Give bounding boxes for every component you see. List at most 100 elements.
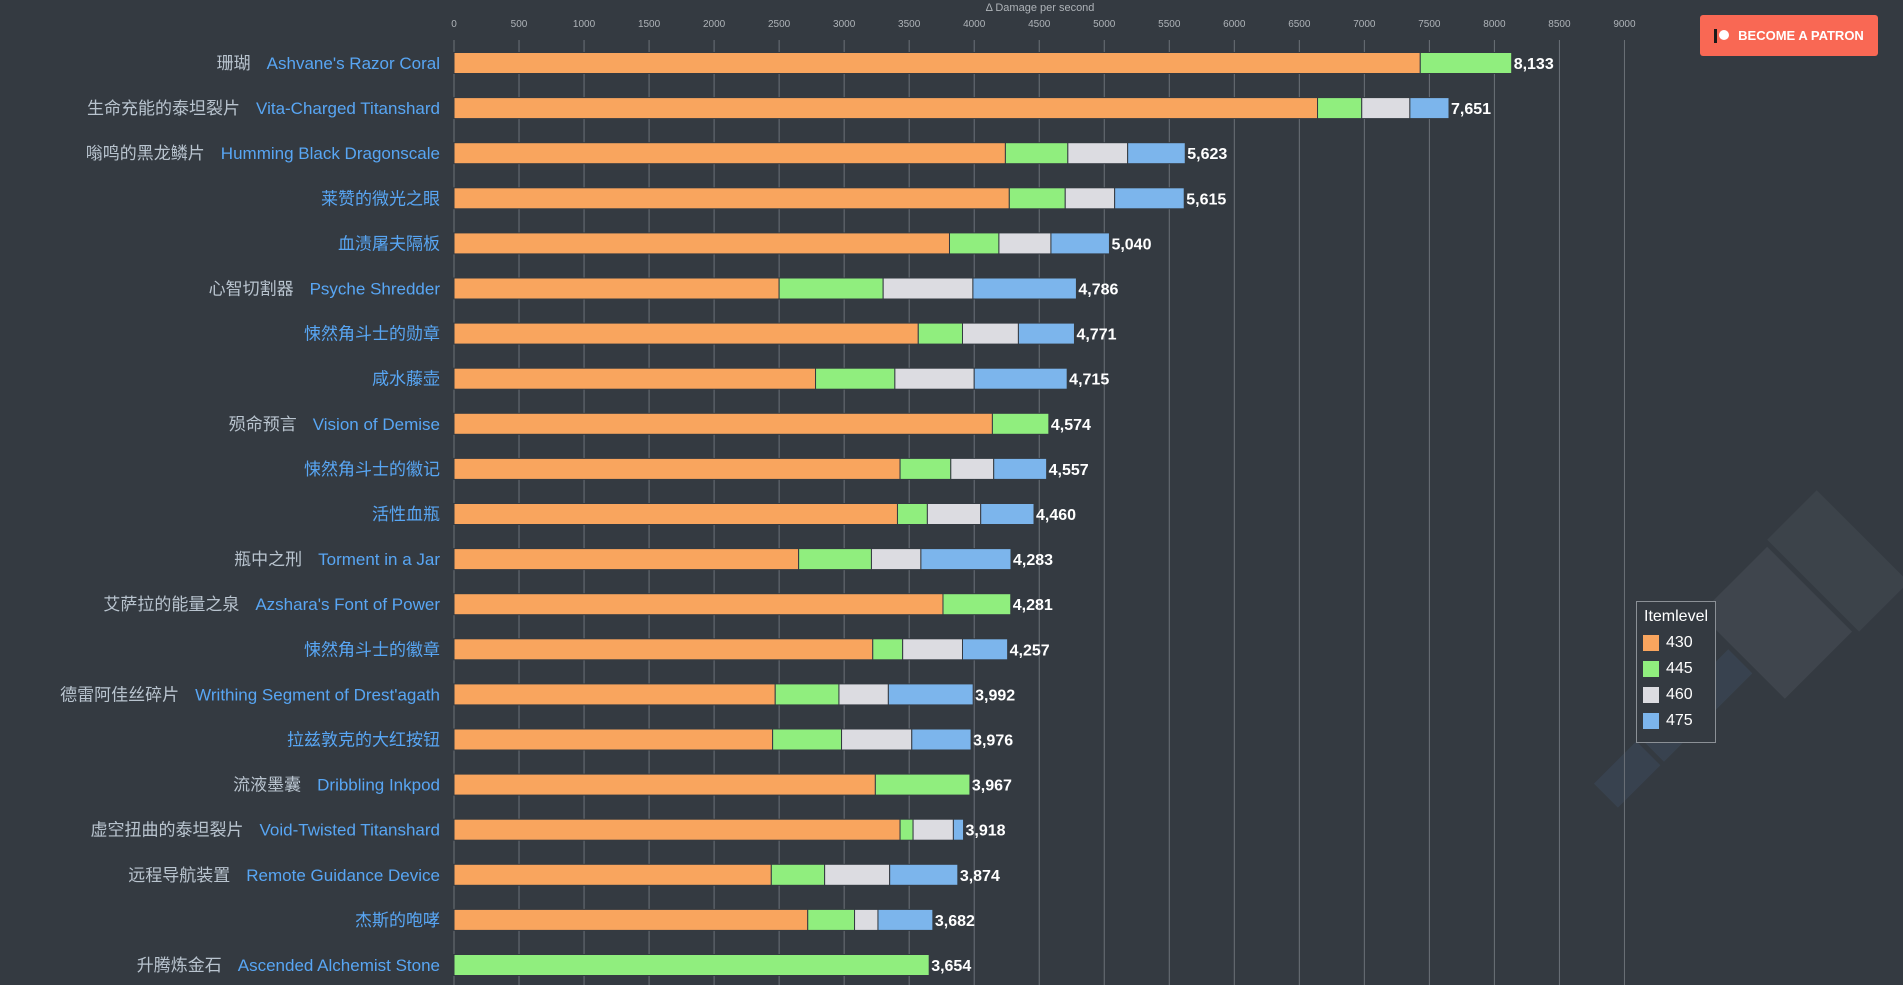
item-label[interactable]: 心智切割器 Psyche Shredder: [209, 280, 441, 299]
bar-segment-475: [920, 548, 1012, 571]
become-a-patron-button[interactable]: BECOME A PATRON: [1700, 15, 1878, 56]
total-label: 3,682: [935, 913, 975, 930]
item-label[interactable]: 远程导航装置 Remote Guidance Device: [128, 866, 440, 885]
bar-segment-430: [453, 503, 898, 525]
total-label: 4,786: [1078, 282, 1118, 299]
item-name-cn: 悚然角斗士的徽章: [304, 640, 440, 659]
item-name-cn: 咸水藤壶: [372, 370, 440, 389]
x-tick-label: 8500: [1548, 19, 1571, 30]
bar-segment-475: [877, 908, 934, 931]
bar-segment-460: [961, 322, 1019, 345]
item-label[interactable]: 悚然角斗士的徽记: [304, 460, 440, 479]
legend-items: 430 445 460 475: [1643, 630, 1709, 734]
item-name-cn: 升腾炼金石: [137, 956, 222, 975]
bar-segment-475: [1050, 232, 1110, 255]
bar-segment-445: [774, 683, 840, 706]
bar-segment-430: [453, 818, 901, 841]
item-label[interactable]: 杰斯的咆哮: [355, 911, 440, 930]
x-tick-label: 7500: [1418, 19, 1441, 30]
item-name-en: Ashvane's Razor Coral: [267, 54, 440, 73]
item-label[interactable]: 活性血瓶: [372, 505, 440, 524]
item-label[interactable]: 血渍屠夫隔板: [338, 234, 440, 253]
bar-segment-430: [453, 187, 1010, 210]
item-label[interactable]: 悚然角斗士的勋章: [304, 325, 440, 344]
item-name-en: Vision of Demise: [313, 415, 440, 434]
bar-segment-430: [453, 638, 874, 661]
bar-segment-430: [453, 367, 817, 390]
bar-segment-430: [453, 593, 944, 616]
total-label: 7,651: [1451, 101, 1491, 118]
bar-segment-445: [1419, 52, 1513, 74]
bar-segment-430: [453, 97, 1319, 120]
item-name-cn: 艾萨拉的能量之泉: [103, 595, 239, 614]
total-label: 3,654: [931, 958, 971, 975]
total-label: 5,615: [1186, 191, 1226, 208]
bar-segment-445: [1317, 97, 1363, 120]
item-label[interactable]: 拉兹敦克的大红按钮: [287, 731, 440, 750]
total-label: 3,874: [960, 868, 1000, 885]
bar-segment-460: [882, 277, 974, 300]
item-label[interactable]: 虚空扭曲的泰坦裂片 Void-Twisted Titanshard: [91, 821, 440, 840]
item-label[interactable]: 升腾炼金石 Ascended Alchemist Stone: [137, 956, 440, 975]
item-name-cn: 拉兹敦克的大红按钮: [287, 731, 440, 750]
total-label: 4,574: [1051, 417, 1091, 434]
item-name-cn: 流液墨囊: [233, 776, 301, 795]
item-name-en: Vita-Charged Titanshard: [256, 99, 440, 118]
item-name-en: Torment in a Jar: [318, 550, 440, 569]
item-name-en: Ascended Alchemist Stone: [238, 956, 440, 975]
bar-segment-430: [453, 142, 1006, 165]
item-name-en: Writhing Segment of Drest'agath: [195, 685, 440, 704]
x-tick-label: 5000: [1093, 19, 1116, 30]
item-label[interactable]: 咸水藤壶: [372, 370, 440, 389]
item-label[interactable]: 瓶中之刑 Torment in a Jar: [234, 550, 440, 569]
legend-item-445[interactable]: 445: [1643, 656, 1709, 682]
x-axis-label: Δ Damage per second: [986, 2, 1095, 14]
item-label[interactable]: 嗡鸣的黑龙鳞片 Humming Black Dragonscale: [86, 144, 440, 163]
total-label: 4,771: [1076, 327, 1116, 344]
item-name-cn: 嗡鸣的黑龙鳞片: [86, 144, 205, 163]
item-name-cn: 莱赞的微光之眼: [321, 189, 440, 208]
total-label: 5,040: [1111, 236, 1151, 253]
item-name-cn: 杰斯的咆哮: [355, 911, 440, 930]
legend-item-430[interactable]: 430: [1643, 630, 1709, 656]
bar-segment-445: [917, 322, 963, 345]
y-axis-labels: 珊瑚 Ashvane's Razor Coral 生命充能的泰坦裂片 Vita-Cha…: [60, 54, 440, 975]
item-label[interactable]: 殒命预言 Vision of Demise: [229, 415, 440, 434]
bar-segment-445: [942, 593, 1012, 616]
bar-segment-430: [453, 52, 1421, 74]
x-tick-label: 4000: [963, 19, 986, 30]
total-label: 3,992: [975, 687, 1015, 704]
bar-segment-460: [902, 638, 963, 661]
item-label[interactable]: 生命充能的泰坦裂片 Vita-Charged Titanshard: [87, 99, 440, 118]
item-label[interactable]: 悚然角斗士的徽章: [304, 640, 440, 659]
item-label[interactable]: 艾萨拉的能量之泉 Azshara's Font of Power: [103, 595, 440, 614]
item-label[interactable]: 珊瑚 Ashvane's Razor Coral: [217, 54, 440, 73]
legend-title: Itemlevel: [1644, 608, 1709, 625]
item-name-cn: 活性血瓶: [372, 505, 440, 524]
item-label[interactable]: 莱赞的微光之眼: [321, 189, 440, 208]
item-label[interactable]: 德雷阿佳丝碎片 Writhing Segment of Drest'agath: [60, 685, 440, 704]
legend-swatch: [1643, 713, 1659, 729]
bar-segment-445: [896, 503, 928, 525]
bar-segment-445: [453, 954, 930, 976]
item-label[interactable]: 流液墨囊 Dribbling Inkpod: [233, 776, 440, 795]
legend-swatch: [1643, 635, 1659, 651]
bar-segment-445: [991, 412, 1050, 435]
bar-segment-460: [1361, 97, 1411, 120]
legend-item-460[interactable]: 460: [1643, 682, 1709, 708]
legend-item-475[interactable]: 475: [1643, 708, 1709, 734]
bar-segment-460: [841, 728, 913, 751]
item-name-cn: 生命充能的泰坦裂片: [87, 99, 240, 118]
total-label: 4,281: [1013, 597, 1053, 614]
x-tick-label: 1000: [573, 19, 596, 30]
x-tick-label: 5500: [1158, 19, 1181, 30]
bar-segment-475: [1017, 322, 1075, 345]
x-tick-label: 6500: [1288, 19, 1311, 30]
bar-segment-445: [899, 818, 914, 841]
bar-segment-460: [1067, 142, 1129, 165]
bar-segment-445: [1004, 142, 1069, 165]
x-tick-label: 2500: [768, 19, 791, 30]
bar-segment-445: [807, 908, 856, 931]
bar-segment-445: [899, 457, 952, 480]
